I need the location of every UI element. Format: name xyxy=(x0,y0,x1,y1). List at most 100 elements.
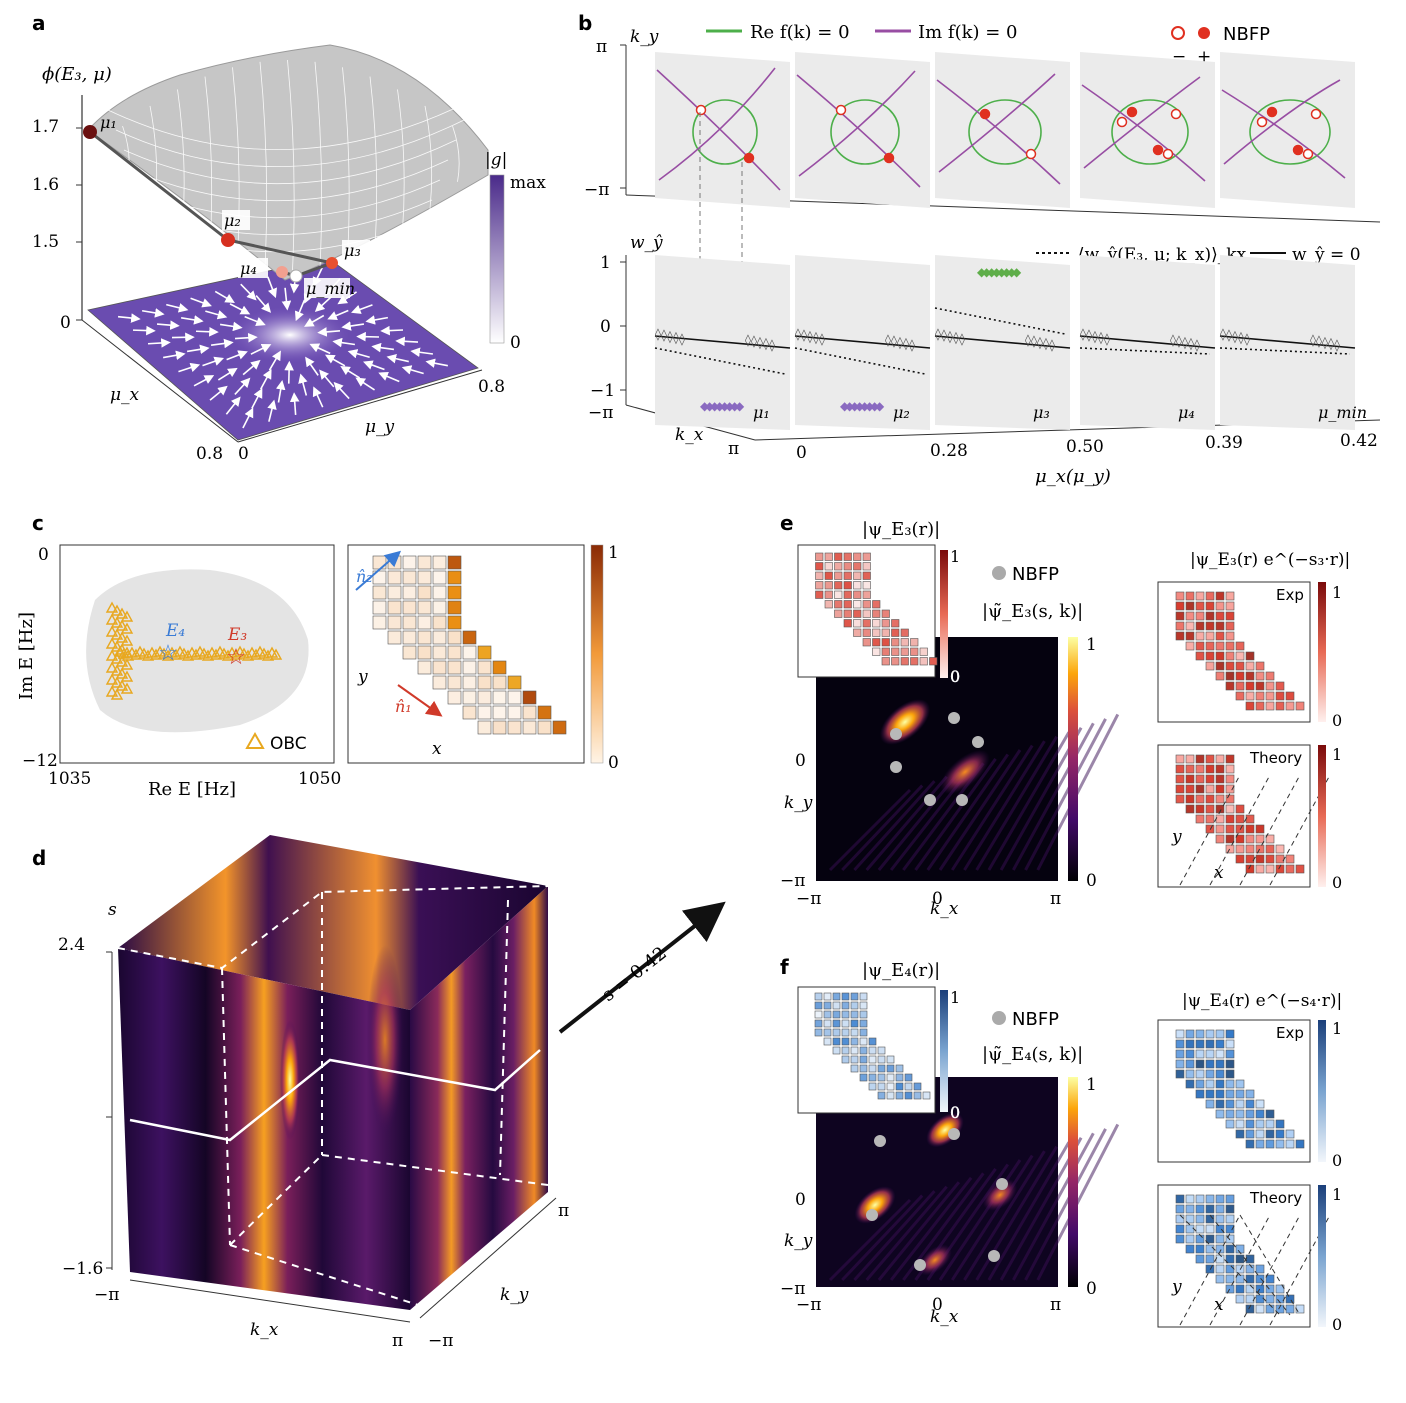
obc-triangle xyxy=(189,648,203,660)
winding-marker: ◊ xyxy=(953,331,959,345)
floor-arrow xyxy=(195,326,219,337)
lattice-site xyxy=(1275,691,1285,701)
obc-triangle xyxy=(110,664,124,676)
inner-dashed-box xyxy=(117,885,549,1306)
w-average-line xyxy=(1219,347,1351,355)
w-average-line xyxy=(794,347,926,375)
lattice-site xyxy=(1215,1254,1225,1264)
lattice-site xyxy=(1225,1029,1235,1039)
lattice-site xyxy=(900,628,909,637)
surface-grid-line xyxy=(123,139,457,185)
lattice-site xyxy=(1185,754,1195,764)
lattice-site xyxy=(843,581,852,590)
lattice-site xyxy=(1255,854,1265,864)
lattice-site xyxy=(1175,764,1185,774)
lattice-site xyxy=(1225,814,1235,824)
e-peak-2 xyxy=(940,749,990,795)
lattice-site xyxy=(1175,1214,1185,1224)
lattice-site xyxy=(1285,1139,1295,1149)
winding-marker-plus: ◆ xyxy=(982,265,992,279)
theory-guide-line xyxy=(1239,1214,1301,1316)
f-inset-cb-max: 1 xyxy=(950,988,960,1007)
e-theory-label: Theory xyxy=(1249,749,1302,767)
lattice-site xyxy=(1175,591,1185,601)
lattice-site xyxy=(1265,1109,1275,1119)
lattice-site xyxy=(1205,611,1215,621)
lattice-site xyxy=(1265,854,1275,864)
lattice-site xyxy=(1245,1109,1255,1119)
e-nbfp-legend-text: NBFP xyxy=(1012,564,1059,585)
d-ky-tick-pi: π xyxy=(558,1201,569,1221)
winding-marker: ◊ xyxy=(1226,328,1232,342)
lattice-site xyxy=(1195,1059,1205,1069)
map-ripple xyxy=(926,753,1010,871)
lattice-site xyxy=(1175,784,1185,794)
kspace-slice xyxy=(1080,52,1215,208)
lattice-site xyxy=(1265,691,1275,701)
lattice-site xyxy=(477,720,492,735)
lattice-site xyxy=(1185,1204,1195,1214)
nbfp-marker xyxy=(1302,148,1314,160)
lattice-site xyxy=(1245,824,1255,834)
lattice-site xyxy=(859,1001,868,1010)
lattice-site xyxy=(387,585,402,600)
lattice-site xyxy=(886,1064,895,1073)
obc-triangle xyxy=(105,625,119,637)
lattice-site xyxy=(1185,1039,1195,1049)
ky-label: k_y xyxy=(630,27,659,47)
lattice-site xyxy=(1185,1059,1195,1069)
lattice-site xyxy=(886,1055,895,1064)
panel-f: f 1 0 |ψ_E₄(r)| NBFP |ψ̃_E₄(s, k)| 1 0 0… xyxy=(780,955,1342,1334)
lattice-site xyxy=(507,675,522,690)
lattice-site xyxy=(910,657,919,666)
floor-arrow xyxy=(365,315,389,325)
lattice-site xyxy=(1235,661,1245,671)
e-theory-x: x xyxy=(1214,863,1224,883)
lattice-site xyxy=(447,690,462,705)
lattice-site xyxy=(1225,631,1235,641)
lattice-site xyxy=(877,1055,886,1064)
n1-label: n̂₁ xyxy=(395,697,412,716)
slice-label: μ_min xyxy=(1318,403,1367,422)
nbfp-point xyxy=(924,794,936,806)
floor-arrow xyxy=(332,337,356,348)
lattice-site xyxy=(1285,701,1295,711)
lattice-site xyxy=(815,581,824,590)
lattice-site xyxy=(862,562,871,571)
winding-marker: ◊ xyxy=(1025,333,1031,347)
z-tick-1-7: 1.7 xyxy=(32,117,59,137)
lattice-site xyxy=(1205,621,1215,631)
winding-marker: ◊ xyxy=(667,329,673,343)
lattice-site xyxy=(1195,754,1205,764)
lattice-site xyxy=(1265,1129,1275,1139)
lattice-site xyxy=(850,1064,859,1073)
lattice-site xyxy=(859,1019,868,1028)
lattice-site xyxy=(853,609,862,618)
e-theory-cb-max: 1 xyxy=(1332,745,1342,764)
lattice-site xyxy=(402,615,417,630)
lattice-site xyxy=(841,992,850,1001)
lattice-site xyxy=(447,645,462,660)
obc-triangle xyxy=(110,616,124,628)
obc-triangle xyxy=(120,670,134,682)
winding-marker: ◊ xyxy=(1080,327,1086,341)
theory-guide-line xyxy=(1179,774,1241,886)
lattice-site xyxy=(1175,611,1185,621)
point-mu3 xyxy=(326,257,338,269)
lattice-site xyxy=(1225,1284,1235,1294)
f-inset-title: |ψ_E₄(r)| xyxy=(862,960,940,981)
lattice-site xyxy=(1215,1244,1225,1254)
map-ripple xyxy=(1024,1128,1107,1281)
lattice-site xyxy=(843,609,852,618)
cube-side-face xyxy=(410,886,548,1310)
floor-arrow xyxy=(386,353,409,364)
lattice-site xyxy=(1265,1294,1275,1304)
lattice-site xyxy=(1185,774,1195,784)
lattice-site xyxy=(1215,1274,1225,1284)
lattice-site xyxy=(850,992,859,1001)
lattice-site xyxy=(834,609,843,618)
lattice-site xyxy=(1195,794,1205,804)
lattice-site xyxy=(447,600,462,615)
lattice-site xyxy=(832,1001,841,1010)
re-zero-contour xyxy=(968,99,1042,165)
